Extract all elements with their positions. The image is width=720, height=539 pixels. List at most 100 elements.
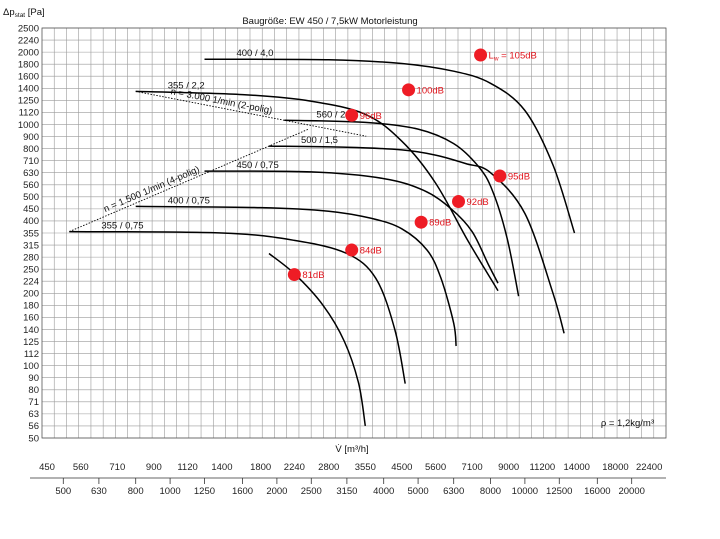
y-tick-label: 355 bbox=[23, 228, 39, 239]
x-bottom-tick-label: 5000 bbox=[408, 486, 429, 497]
operating-point-dot bbox=[402, 83, 416, 97]
y-tick-label: 710 bbox=[23, 156, 39, 167]
x-bottom-tick-label: 2500 bbox=[301, 486, 322, 497]
fan-curves: 400 / 4,0 355 / 2,2 560 / 2,2 500 / 1,5 450 … bbox=[69, 48, 576, 427]
x-bottom-tick-label: 12500 bbox=[546, 486, 572, 497]
y-tick-label: 140 bbox=[23, 325, 39, 336]
x-scale-top: 450 560 710 900 1120 1400 1800 2240 2800 3550 4500… bbox=[30, 462, 666, 479]
fan-curve bbox=[69, 230, 406, 384]
y-tick-label: 100 bbox=[23, 361, 39, 372]
x-bottom-tick-label: 6300 bbox=[443, 486, 464, 497]
x-top-tick-label: 4500 bbox=[391, 462, 412, 473]
chart-title: Baugröße: EW 450 / 7,5kW Motorleistung bbox=[242, 16, 417, 27]
x-bottom-tick-label: 2000 bbox=[266, 486, 287, 497]
curve-label: 450 / 0,75 bbox=[236, 160, 278, 171]
x-bottom-tick-label: 1250 bbox=[194, 486, 215, 497]
operating-point-label: 95dB bbox=[508, 172, 530, 183]
y-tick-label: 630 bbox=[23, 168, 39, 179]
x-top-tick-label: 450 bbox=[39, 462, 55, 473]
x-top-tick-label: 1800 bbox=[250, 462, 271, 473]
curve-label: 355 / 0,75 bbox=[101, 221, 143, 232]
x-bottom-tick-label: 20000 bbox=[618, 486, 644, 497]
fan-curve bbox=[268, 145, 565, 334]
x-top-tick-label: 1120 bbox=[177, 462, 197, 473]
x-bottom-tick-label: 3150 bbox=[336, 486, 357, 497]
x-bottom-tick-label: 500 bbox=[55, 486, 71, 497]
y-tick-label: 1250 bbox=[18, 96, 39, 107]
y-tick-label: 900 bbox=[23, 132, 39, 143]
y-tick-label: 315 bbox=[23, 240, 39, 251]
operating-point-label: 81dB bbox=[302, 270, 324, 281]
operating-point-label: Lw = 105dB bbox=[489, 51, 537, 63]
y-tick-label: 1800 bbox=[18, 59, 39, 70]
operating-point-label: 92dB bbox=[467, 197, 489, 208]
y-tick-label: 1400 bbox=[18, 84, 39, 95]
operating-point-dot bbox=[414, 215, 428, 229]
operating-point-label: 100dB bbox=[417, 85, 444, 96]
x-top-tick-label: 1400 bbox=[211, 462, 232, 473]
y-tick-label: 250 bbox=[23, 264, 39, 275]
y-tick-label: 450 bbox=[23, 204, 39, 215]
x-top-tick-label: 11200 bbox=[529, 462, 555, 473]
x-bottom-tick-label: 1000 bbox=[160, 486, 181, 497]
y-tick-label: 180 bbox=[23, 301, 39, 312]
plot-frame bbox=[41, 27, 667, 439]
operating-point-dot bbox=[452, 194, 466, 208]
x-bottom-tick-label: 10000 bbox=[512, 486, 538, 497]
x-bottom-tick-label: 8000 bbox=[480, 486, 501, 497]
x-bottom-tick-label: 800 bbox=[128, 486, 144, 497]
x-top-tick-label: 2240 bbox=[284, 462, 305, 473]
y-tick-label: 1000 bbox=[18, 120, 39, 131]
operating-point-dot bbox=[345, 243, 359, 257]
x-scale-bottom: 500 630 800 1000 1250 1600 2000 2500 3150 4000 500… bbox=[55, 478, 645, 497]
x-axis-label: V̇ [m³/h] bbox=[335, 444, 368, 455]
operating-points: Lw = 105dB 100dB 96dB 95dB 92dB 89dB 84dB 81dB bbox=[287, 48, 537, 282]
y-tick-label: 1120 bbox=[19, 108, 39, 119]
y-axis-label: Δpstat [Pa] bbox=[3, 7, 45, 19]
operating-point-dot bbox=[493, 169, 507, 183]
y-tick-label: 63 bbox=[28, 409, 39, 420]
x-top-tick-label: 560 bbox=[73, 462, 89, 473]
y-tick-label: 2500 bbox=[18, 23, 39, 34]
x-top-tick-label: 14000 bbox=[564, 462, 590, 473]
x-top-tick-label: 710 bbox=[109, 462, 125, 473]
operating-point-label: 84dB bbox=[360, 246, 382, 257]
x-top-tick-label: 7100 bbox=[462, 462, 483, 473]
y-tick-label: 50 bbox=[28, 433, 39, 444]
y-tick-label: 80 bbox=[28, 385, 39, 396]
y-tick-label: 280 bbox=[23, 252, 39, 263]
y-axis-label-sub: stat bbox=[15, 12, 26, 19]
y-tick-label: 56 bbox=[28, 421, 39, 432]
speed-line bbox=[135, 90, 367, 137]
density-note: ρ = 1,2kg/m³ bbox=[601, 418, 654, 429]
x-bottom-tick-label: 4000 bbox=[373, 486, 394, 497]
x-bottom-tick-label: 1600 bbox=[232, 486, 253, 497]
y-tick-label: 200 bbox=[23, 289, 39, 300]
speed-line bbox=[69, 128, 310, 233]
x-top-tick-label: 2800 bbox=[318, 462, 339, 473]
y-tick-label: 2000 bbox=[18, 47, 39, 58]
curve-label: 400 / 4,0 bbox=[236, 48, 273, 59]
operating-point-dot bbox=[287, 268, 301, 282]
x-top-tick-label: 900 bbox=[146, 462, 162, 473]
curve-label: 355 / 2,2 bbox=[168, 80, 205, 91]
y-tick-label: 800 bbox=[23, 144, 39, 155]
operating-point-label: 89dB bbox=[429, 218, 451, 229]
x-bottom-tick-label: 16000 bbox=[584, 486, 610, 497]
y-tick-label: 560 bbox=[23, 180, 39, 191]
fan-curve bbox=[135, 90, 499, 292]
y-tick-label: 160 bbox=[23, 313, 39, 324]
y-tick-label: 400 bbox=[23, 216, 39, 227]
operating-point-label: 96dB bbox=[360, 111, 382, 122]
y-tick-label: 112 bbox=[24, 349, 39, 360]
y-tick-labels: 2500224020001800160014001250112010009008… bbox=[18, 23, 39, 444]
y-tick-label: 125 bbox=[23, 337, 39, 348]
y-tick-label: 2240 bbox=[18, 35, 39, 46]
fan-curve bbox=[204, 170, 499, 284]
x-top-tick-label: 5600 bbox=[425, 462, 446, 473]
fan-curve bbox=[204, 58, 576, 234]
curve-label: 500 / 1,5 bbox=[301, 135, 338, 146]
y-tick-label: 90 bbox=[28, 373, 39, 384]
x-top-tick-label: 18000 bbox=[602, 462, 628, 473]
